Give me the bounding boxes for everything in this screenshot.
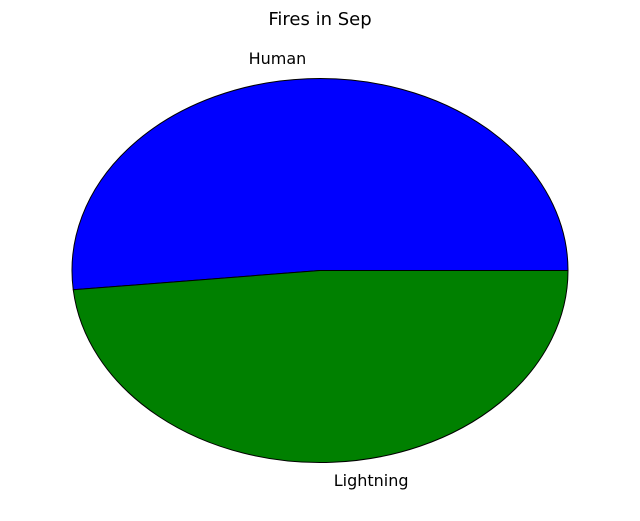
pie-label-human: Human bbox=[249, 49, 307, 68]
pie-slices bbox=[71, 77, 569, 463]
pie-label-lightning: Lightning bbox=[334, 471, 409, 490]
pie-labels: Human Lightning bbox=[249, 49, 409, 490]
chart-title: Fires in Sep bbox=[268, 9, 371, 30]
pie-slice-human bbox=[71, 77, 569, 291]
pie-slice-lightning bbox=[72, 270, 569, 463]
